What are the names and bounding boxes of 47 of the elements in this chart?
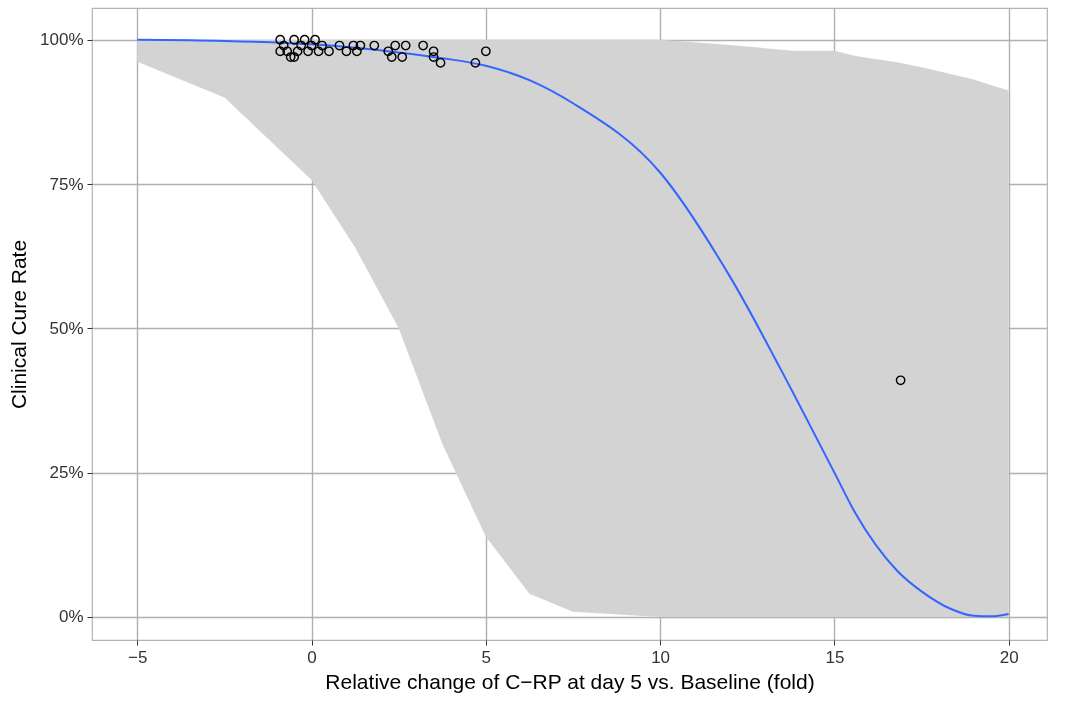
point: [435, 57, 446, 68]
point: [317, 40, 327, 51]
x-axis-title: Relative change of C−RP at day 5 vs. Baseline (fold): [325, 669, 815, 693]
x-tick-label: 5: [481, 647, 492, 667]
point: [390, 40, 401, 51]
point: [470, 57, 481, 68]
point: [355, 40, 366, 51]
point: [400, 40, 411, 51]
point: [428, 46, 439, 57]
y-tick-label: 75%: [49, 174, 84, 194]
point: [282, 46, 293, 57]
point: [289, 52, 300, 62]
point: [324, 46, 334, 57]
x-tick-label: 0: [307, 647, 317, 667]
y-tick-label: 50%: [49, 318, 84, 338]
point: [292, 46, 303, 57]
point: [348, 40, 359, 51]
y-tick-label: 0%: [58, 607, 84, 627]
point: [341, 46, 352, 57]
point: [352, 46, 362, 57]
x-tick-label: 15: [825, 647, 845, 667]
x-tick-label: −5: [128, 647, 148, 667]
point: [306, 40, 317, 51]
point: [310, 34, 320, 45]
point: [334, 40, 345, 51]
point: [480, 46, 491, 57]
point: [369, 40, 380, 51]
x-tick-label: 20: [999, 647, 1019, 667]
point: [895, 375, 906, 386]
point: [428, 52, 439, 62]
point: [285, 52, 296, 62]
point: [418, 40, 428, 51]
point: [386, 52, 397, 62]
point: [289, 34, 300, 45]
y-tick-label: 25%: [49, 463, 84, 483]
point: [397, 52, 408, 62]
point: [313, 46, 324, 57]
y-tick-label: 100%: [40, 30, 84, 50]
point: [296, 40, 307, 51]
point: [299, 34, 310, 45]
point: [278, 40, 289, 51]
point: [303, 46, 313, 57]
point: [275, 34, 286, 45]
point: [275, 46, 286, 57]
x-tick-label: 10: [651, 647, 671, 667]
point: [383, 46, 394, 57]
y-axis-title: Clinical Cure Rate: [7, 239, 31, 410]
